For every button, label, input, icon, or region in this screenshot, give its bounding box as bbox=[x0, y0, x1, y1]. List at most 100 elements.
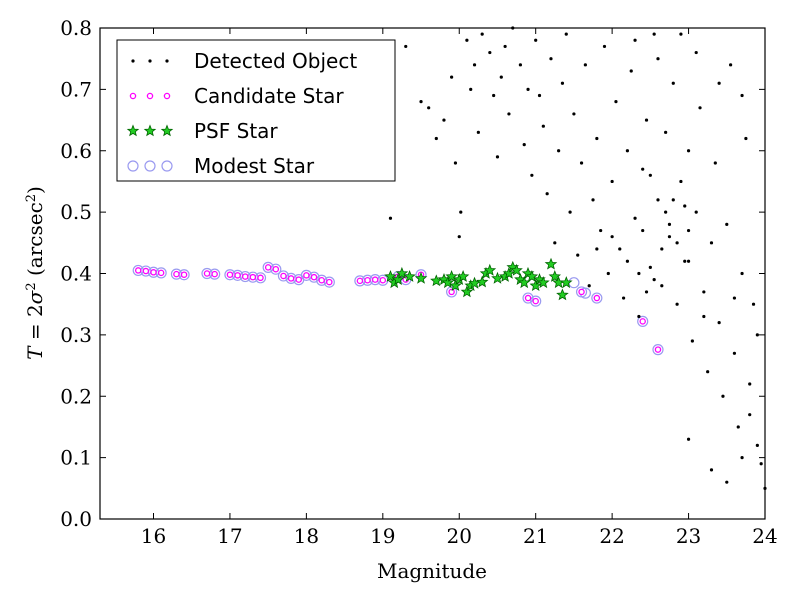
y-tick-label: 0.4 bbox=[60, 262, 92, 286]
detected-object-point bbox=[427, 106, 431, 110]
candidate-star-point bbox=[249, 273, 257, 281]
y-label-var: T bbox=[23, 345, 47, 360]
legend-marker-modest-star bbox=[144, 160, 156, 172]
detected-object-point bbox=[469, 87, 473, 91]
detected-object-point bbox=[660, 284, 664, 288]
y-tick-label: 0.6 bbox=[60, 139, 92, 163]
detected-object-point bbox=[725, 480, 729, 484]
candidate-star-point bbox=[532, 297, 539, 305]
candidate-star-point bbox=[157, 269, 165, 277]
candidate-star-point bbox=[287, 275, 295, 282]
detected-object-point bbox=[660, 247, 664, 251]
detected-object-point bbox=[717, 321, 721, 325]
psf-star-point bbox=[445, 270, 458, 282]
detected-object-point bbox=[679, 179, 683, 184]
detected-object-point bbox=[633, 216, 637, 220]
modest-star-point bbox=[637, 315, 649, 327]
detected-object-point bbox=[675, 241, 679, 245]
detected-object-point bbox=[541, 124, 545, 128]
detected-object-point bbox=[755, 333, 759, 337]
detected-object-point bbox=[614, 100, 618, 104]
detected-object-point bbox=[698, 106, 702, 110]
detected-object-point bbox=[702, 314, 706, 319]
detected-object-point bbox=[656, 198, 660, 202]
detected-object-point bbox=[625, 259, 630, 263]
candidate-star-point bbox=[203, 270, 211, 277]
detected-object-point bbox=[442, 118, 446, 122]
candidate-star-point bbox=[241, 273, 249, 280]
detected-object-point bbox=[572, 112, 576, 116]
detected-object-point bbox=[755, 443, 759, 447]
candidate-star-point bbox=[303, 272, 310, 279]
detected-object-point bbox=[388, 216, 393, 220]
detected-object-point bbox=[621, 296, 626, 300]
psf-star-point bbox=[449, 279, 462, 292]
psf-star-point bbox=[548, 270, 562, 282]
detected-object-point bbox=[495, 155, 500, 159]
detected-object-point bbox=[652, 278, 656, 282]
detected-object-point bbox=[637, 314, 641, 319]
legend-marker-detected-object bbox=[131, 59, 135, 63]
legend-marker-candidate-star bbox=[163, 92, 171, 100]
candidate-star-point bbox=[150, 269, 157, 276]
candidate-star-point bbox=[264, 264, 272, 271]
detected-object-point bbox=[492, 93, 496, 98]
detected-object-point bbox=[686, 228, 691, 233]
detected-object-point bbox=[599, 228, 603, 233]
modest-star-point bbox=[530, 295, 542, 307]
detected-object-point bbox=[641, 167, 645, 171]
detected-object-point bbox=[503, 44, 507, 49]
x-tick-label: 24 bbox=[752, 524, 777, 548]
detected-object-point bbox=[576, 253, 580, 257]
detected-object-point bbox=[656, 57, 660, 61]
candidate-star-point bbox=[524, 294, 532, 302]
detected-object-point bbox=[721, 394, 725, 398]
detected-object-point bbox=[717, 81, 721, 85]
candidate-star-point bbox=[272, 265, 280, 273]
legend-marker-detected-object bbox=[148, 59, 152, 63]
detected-object-point bbox=[667, 222, 672, 226]
detected-object-point bbox=[751, 302, 756, 306]
detected-object-point bbox=[725, 222, 729, 226]
detected-object-point bbox=[526, 87, 530, 91]
psf-star-point bbox=[403, 270, 416, 282]
detected-object-point bbox=[706, 370, 710, 374]
detected-object-point bbox=[637, 271, 641, 276]
y-label-unit-open: (arcsec bbox=[23, 202, 47, 282]
detected-object-point bbox=[450, 75, 454, 79]
detected-object-point bbox=[690, 339, 694, 343]
detected-object-point bbox=[671, 198, 675, 202]
modest-star-point bbox=[591, 292, 603, 304]
legend-box bbox=[116, 39, 396, 182]
detected-object-point bbox=[675, 302, 679, 306]
detected-object-point bbox=[549, 57, 553, 61]
detected-object-point bbox=[648, 173, 652, 177]
y-tick-label: 0.2 bbox=[60, 384, 92, 408]
detected-object-point bbox=[465, 38, 469, 42]
detected-object-point bbox=[736, 425, 740, 429]
detected-object-point bbox=[606, 271, 610, 276]
y-label-unit-close: ) bbox=[23, 186, 47, 194]
detected-object-point bbox=[595, 247, 599, 251]
y-label-sigma: σ bbox=[23, 289, 47, 304]
y-label-eq: = 2 bbox=[23, 304, 47, 346]
legend-marker-psf-star bbox=[126, 124, 140, 137]
detected-object-point bbox=[610, 235, 614, 239]
detected-object-point bbox=[499, 75, 503, 79]
detected-object-point bbox=[488, 50, 492, 55]
legend-marker-psf-star bbox=[160, 124, 174, 137]
psf-star-point bbox=[395, 266, 409, 279]
candidate-star-point bbox=[211, 270, 218, 278]
detected-object-point bbox=[453, 161, 458, 165]
detected-object-point bbox=[694, 210, 698, 214]
detected-object-point bbox=[480, 32, 484, 36]
detected-object-point bbox=[583, 63, 587, 67]
candidate-star-point bbox=[593, 294, 601, 302]
plot-points-layer bbox=[132, 26, 767, 490]
psf-star-point bbox=[502, 266, 516, 279]
psf-star-point bbox=[559, 276, 573, 289]
detected-object-point bbox=[434, 136, 438, 141]
detected-object-point bbox=[507, 112, 511, 116]
psf-star-point bbox=[544, 257, 558, 270]
